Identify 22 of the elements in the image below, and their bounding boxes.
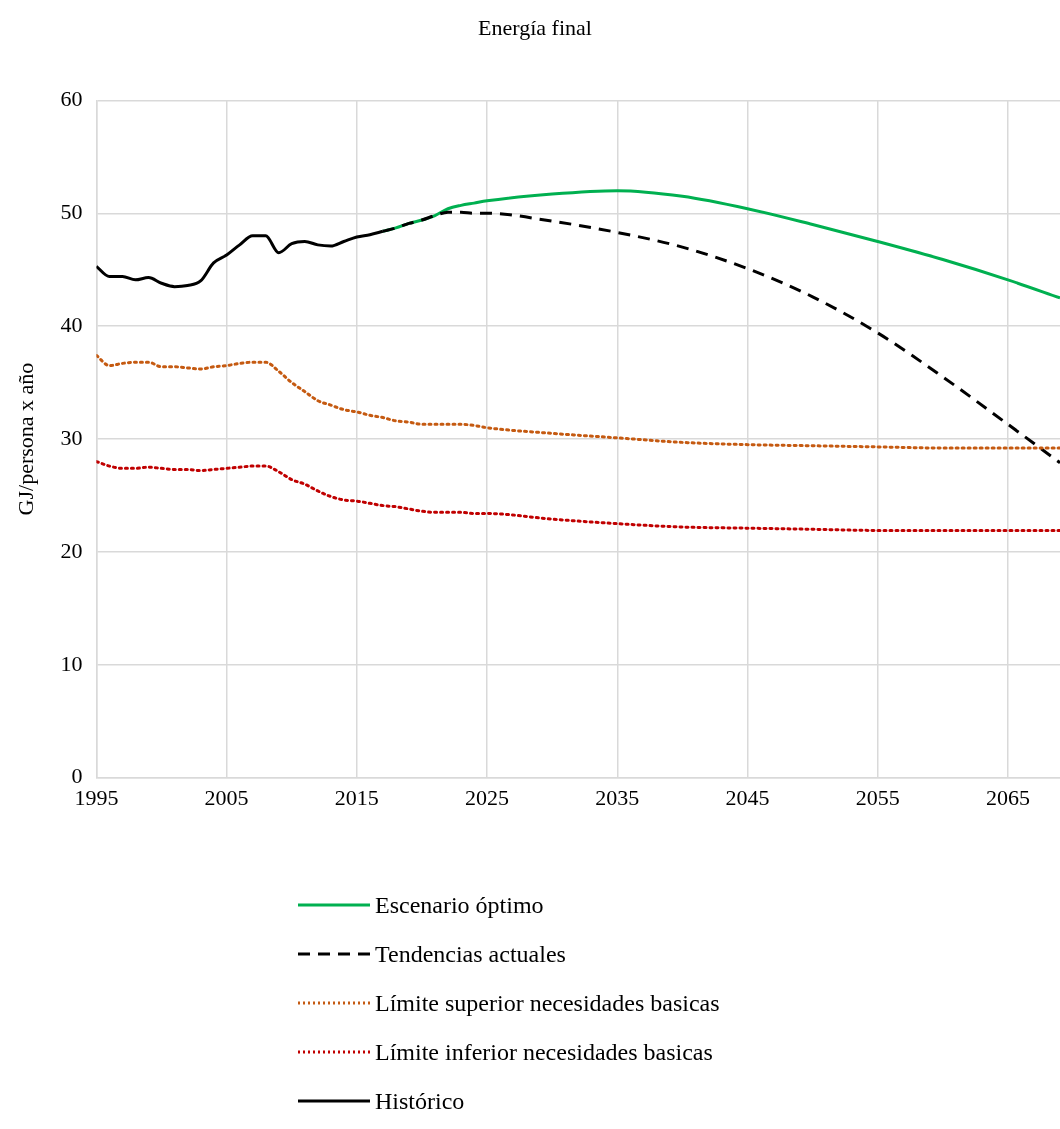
x-tick-label: 2035: [595, 784, 640, 810]
y-axis-title: GJ/persona x año: [12, 362, 38, 516]
legend-label: Escenario óptimo: [375, 890, 544, 919]
chart-title: Energía final: [478, 14, 592, 40]
legend-label: Límite inferior necesidades basicas: [375, 1037, 713, 1066]
y-tick-label: 20: [60, 537, 83, 563]
legend-label: Límite superior necesidades basicas: [375, 988, 720, 1017]
legend-label: Histórico: [375, 1086, 465, 1115]
x-tick-label: 2045: [725, 784, 770, 810]
line-series: [96, 460, 1060, 532]
line-series: [96, 353, 1060, 450]
y-tick-label: 30: [60, 424, 83, 450]
y-tick-label: 60: [60, 86, 83, 112]
y-tick-label: 40: [60, 311, 83, 337]
x-tick-label: 2065: [985, 784, 1030, 810]
y-tick-label: 10: [60, 650, 83, 676]
x-tick-label: 2055: [855, 784, 900, 810]
legend-label: Tendencias actuales: [375, 939, 566, 968]
y-tick-label: 50: [60, 199, 83, 225]
x-tick-label: 2015: [334, 784, 379, 810]
x-tick-label: 2025: [465, 784, 510, 810]
x-tick-label: 2005: [204, 784, 249, 810]
